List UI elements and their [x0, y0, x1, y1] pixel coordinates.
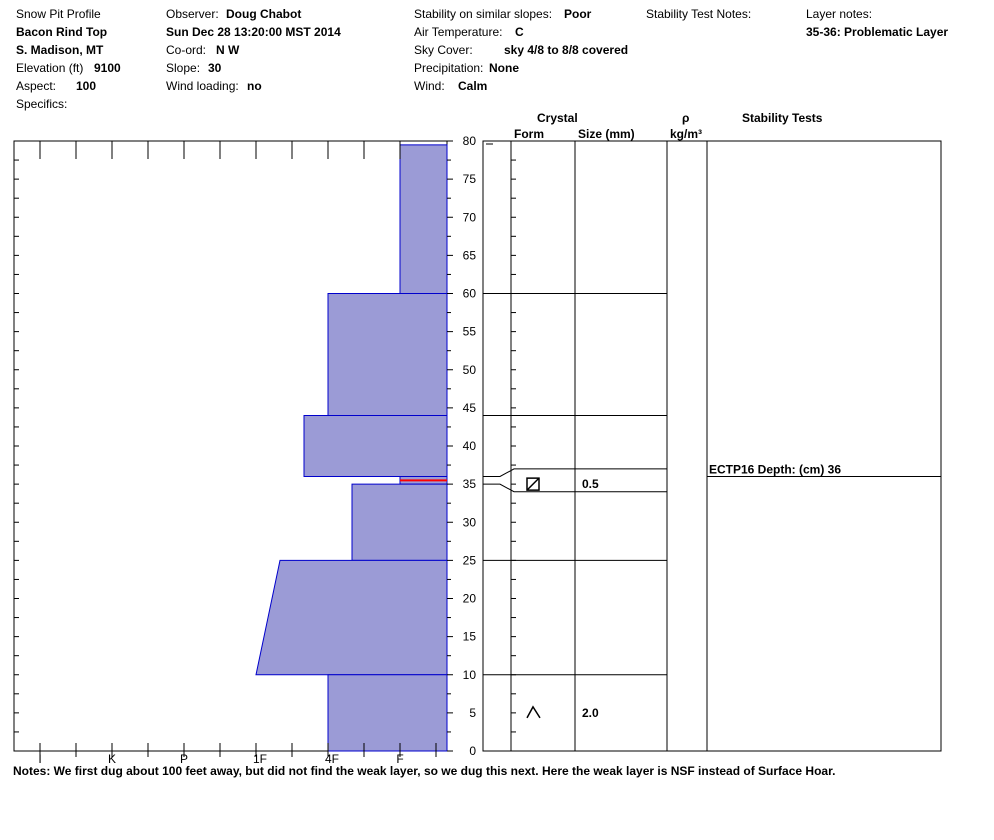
- layer-notes-value: 35-36: Problematic Layer: [806, 25, 949, 39]
- sky-label: Sky Cover:: [414, 43, 473, 57]
- hardness-tick-label: K: [108, 752, 116, 766]
- y-tick-label: 0: [469, 744, 476, 758]
- layer-notes-label: Layer notes:: [806, 7, 873, 21]
- y-tick-label: 80: [463, 134, 477, 148]
- y-tick-label: 30: [463, 515, 477, 529]
- y-tick-label: 45: [463, 401, 477, 415]
- observer-value: Doug Chabot: [226, 7, 302, 21]
- hardness-tick-label: 1F: [253, 752, 267, 766]
- layer-boundary: [483, 468, 667, 477]
- y-tick-label: 60: [463, 287, 477, 301]
- stability-notes-label: Stability Test Notes:: [646, 7, 752, 21]
- notes-text: Notes: We first dug about 100 feet away,…: [13, 764, 836, 778]
- rho-header: ρ: [682, 111, 690, 125]
- hardness-layer-1: [327, 293, 448, 416]
- wind-loading-label: Wind loading:: [166, 79, 239, 93]
- crystal-header: Crystal: [537, 111, 578, 125]
- aspect-value: 100: [76, 79, 97, 93]
- hardness-layer-0: [399, 144, 448, 294]
- facet-crystal-icon-diagonal: [526, 477, 540, 491]
- observer-label: Observer:: [166, 7, 219, 21]
- y-tick-label: 5: [469, 706, 476, 720]
- hardness-layer-5: [255, 559, 448, 676]
- hardness-tick-label: P: [180, 752, 188, 766]
- air-temp-value: C: [515, 25, 524, 39]
- precip-value: None: [489, 61, 519, 75]
- form-header: Form: [514, 127, 544, 141]
- sky-value: sky 4/8 to 8/8 covered: [504, 43, 629, 57]
- aspect-label: Aspect:: [16, 79, 57, 93]
- y-tick-label: 65: [463, 248, 477, 262]
- location-name: Bacon Rind Top: [16, 25, 108, 39]
- density-unit-header: kg/m³: [670, 127, 703, 141]
- hardness-layer-6: [327, 674, 448, 752]
- hardness-tick-label: F: [396, 752, 403, 766]
- layer-table-frame: [482, 140, 942, 752]
- date-time: Sun Dec 28 13:20:00 MST 2014: [166, 25, 341, 39]
- slope-value: 30: [208, 61, 222, 75]
- region-name: S. Madison, MT: [16, 43, 104, 57]
- stability-test-label: ECTP16 Depth: (cm) 36: [709, 463, 841, 477]
- y-tick-label: 20: [463, 592, 477, 606]
- elevation-label: Elevation (ft): [16, 61, 84, 75]
- slope-label: Slope:: [166, 61, 201, 75]
- crystal-size-label: 0.5: [582, 477, 599, 491]
- y-tick-label: 25: [463, 553, 477, 567]
- stability-label: Stability on similar slopes:: [414, 7, 553, 21]
- y-tick-label: 40: [463, 439, 477, 453]
- precip-label: Precipitation:: [414, 61, 484, 75]
- hardness-tick-label: I: [38, 752, 41, 766]
- stability-value: Poor: [564, 7, 592, 21]
- y-tick-label: 35: [463, 477, 477, 491]
- y-tick-label: 70: [463, 210, 477, 224]
- y-tick-label: 15: [463, 630, 477, 644]
- coord-value: N W: [216, 43, 240, 57]
- y-tick-label: 50: [463, 363, 477, 377]
- y-tick-label: 10: [463, 668, 477, 682]
- depth-hoar-icon: [526, 705, 541, 719]
- wind-value: Calm: [458, 79, 488, 93]
- air-temp-label: Air Temperature:: [414, 25, 503, 39]
- wind-loading-value: no: [247, 79, 262, 93]
- hardness-layer-4: [351, 483, 448, 561]
- y-tick-label: 55: [463, 325, 477, 339]
- specifics-label: Specifics:: [16, 97, 68, 111]
- size-header: Size (mm): [578, 127, 635, 141]
- profile-title: Snow Pit Profile: [16, 7, 101, 21]
- hardness-layer-2: [303, 415, 448, 477]
- crystal-size-label: 2.0: [582, 706, 599, 720]
- hardness-tick-label: 4F: [325, 752, 339, 766]
- wind-label: Wind:: [414, 79, 445, 93]
- stability-tests-header: Stability Tests: [742, 111, 823, 125]
- y-tick-label: 75: [463, 172, 477, 186]
- coord-label: Co-ord:: [166, 43, 207, 57]
- facet-crystal-icon: [526, 477, 540, 491]
- layer-boundary: [483, 483, 667, 493]
- elevation-value: 9100: [94, 61, 121, 75]
